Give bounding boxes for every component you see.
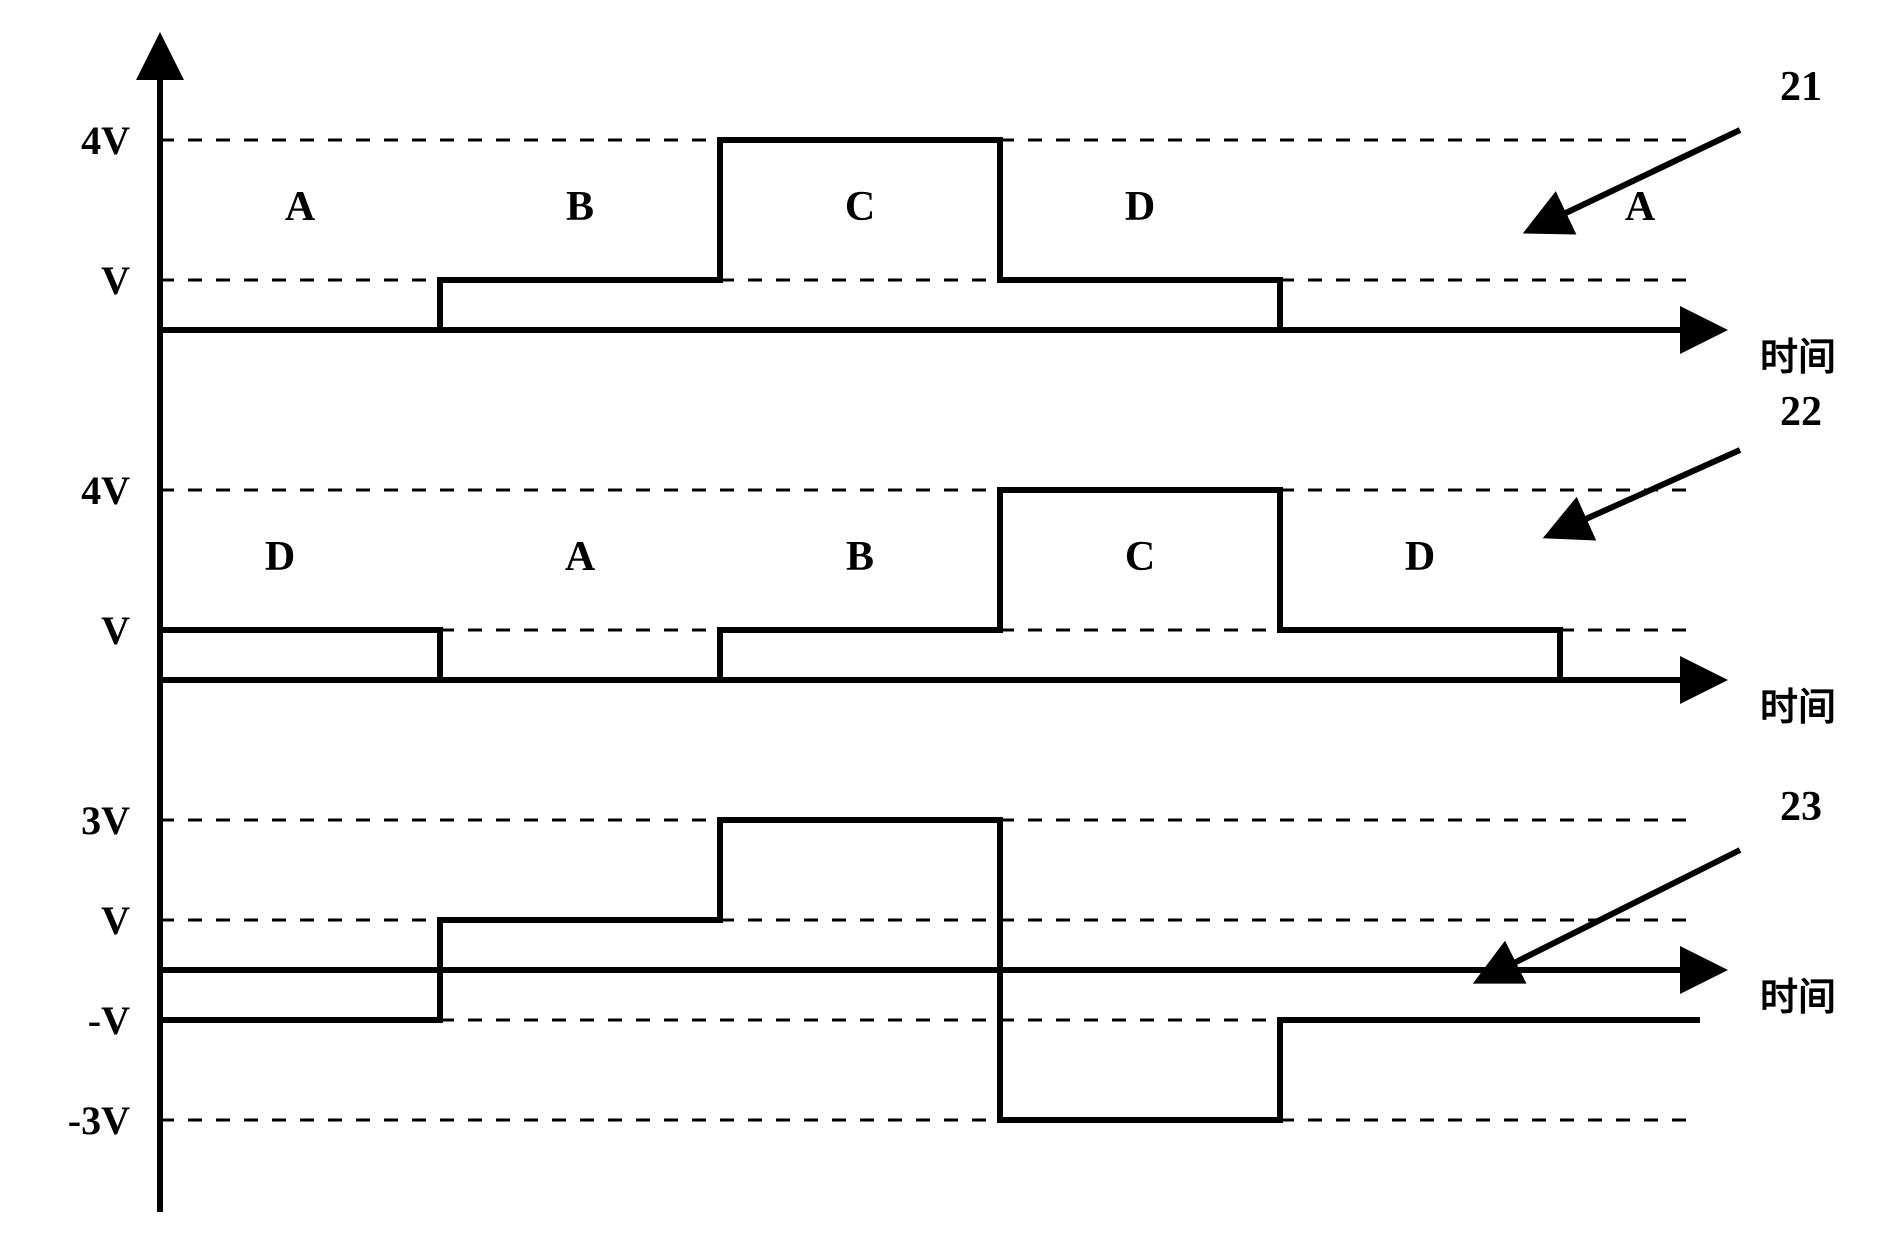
ytick-23-V: V (101, 898, 130, 943)
region-label-21: B (566, 184, 594, 230)
time-label-23: 时间 (1760, 977, 1836, 1019)
region-label-21: A (285, 184, 316, 230)
region-label-22: D (265, 534, 295, 580)
diagram-container: 4V V A B C D A 21 时间 4V V D A B C D 22 时间 3V V -V -3V 23 时间 (0, 0, 1900, 1252)
ytick-23--V: -V (88, 998, 130, 1043)
callout-21: 21 (1780, 64, 1822, 110)
ytick-22-V: V (101, 608, 130, 653)
ytick-21-4V: 4V (81, 118, 130, 163)
region-label-22: C (1125, 534, 1155, 580)
waveform-21 (160, 140, 1700, 330)
region-label-22: B (846, 534, 874, 580)
ytick-22-4V: 4V (81, 468, 130, 513)
ytick-21-V: V (101, 258, 130, 303)
waveform-22 (160, 490, 1700, 680)
callout-22: 22 (1780, 389, 1822, 435)
region-label-21: A (1625, 184, 1656, 230)
panel-23: 3V V -V -3V 23 时间 (68, 784, 1836, 1143)
ytick-23-3V: 3V (81, 798, 130, 843)
callout-23: 23 (1780, 784, 1822, 830)
time-label-21: 时间 (1760, 337, 1836, 379)
region-label-21: C (845, 184, 875, 230)
time-label-22: 时间 (1760, 687, 1836, 729)
callout-arrow-23 (1480, 850, 1740, 980)
panel-22: 4V V D A B C D 22 时间 (81, 389, 1836, 729)
region-label-21: D (1125, 184, 1155, 230)
callout-arrow-22 (1550, 450, 1740, 535)
panel-21: 4V V A B C D A 21 时间 (81, 64, 1836, 379)
region-label-22: D (1405, 534, 1435, 580)
waveform-diagram: 4V V A B C D A 21 时间 4V V D A B C D 22 时间 3V V -V -3V 23 时间 (0, 0, 1900, 1252)
ytick-23--3V: -3V (68, 1098, 130, 1143)
region-label-22: A (565, 534, 596, 580)
